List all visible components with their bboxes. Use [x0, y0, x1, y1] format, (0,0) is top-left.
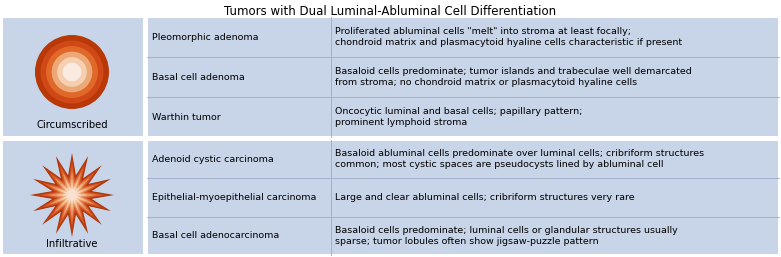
Circle shape [51, 51, 93, 93]
Circle shape [58, 58, 86, 86]
Circle shape [57, 57, 87, 87]
Polygon shape [30, 153, 114, 237]
Circle shape [59, 58, 86, 86]
Circle shape [45, 44, 100, 100]
Polygon shape [62, 185, 83, 206]
Circle shape [62, 62, 82, 82]
Circle shape [46, 46, 98, 98]
Text: Basaloid abluminal cells predominate over luminal cells; cribriform structures
c: Basaloid abluminal cells predominate ove… [335, 150, 704, 169]
Circle shape [56, 56, 88, 88]
Circle shape [41, 41, 103, 104]
Circle shape [36, 36, 109, 108]
Circle shape [68, 68, 76, 76]
Circle shape [52, 52, 91, 92]
Circle shape [54, 53, 91, 90]
Text: Adenoid cystic carcinoma: Adenoid cystic carcinoma [152, 155, 274, 164]
FancyBboxPatch shape [2, 140, 144, 255]
Circle shape [66, 67, 77, 78]
Circle shape [70, 70, 74, 74]
Text: Warthin tumor: Warthin tumor [152, 113, 221, 122]
Circle shape [41, 42, 102, 102]
Circle shape [54, 54, 90, 90]
Circle shape [61, 61, 83, 83]
Circle shape [39, 39, 105, 105]
Text: Large and clear abluminal cells; cribriform structures very rare: Large and clear abluminal cells; cribrif… [335, 193, 635, 202]
Circle shape [63, 63, 80, 81]
Circle shape [53, 53, 91, 91]
Text: Basaloid cells predominate; tumor islands and trabeculae well demarcated
from st: Basaloid cells predominate; tumor island… [335, 67, 692, 87]
Polygon shape [41, 163, 104, 226]
Circle shape [45, 45, 98, 98]
Circle shape [44, 44, 101, 100]
Circle shape [38, 38, 106, 106]
Circle shape [35, 35, 109, 109]
Circle shape [55, 55, 89, 89]
Circle shape [64, 64, 80, 80]
Text: Basal cell adenoma: Basal cell adenoma [152, 72, 244, 81]
Circle shape [52, 52, 92, 92]
Circle shape [67, 67, 77, 77]
Circle shape [42, 42, 102, 102]
Circle shape [69, 69, 75, 75]
Polygon shape [48, 171, 96, 219]
Circle shape [55, 55, 89, 89]
FancyBboxPatch shape [147, 17, 779, 137]
Text: Infiltrative: Infiltrative [46, 239, 98, 249]
Circle shape [48, 49, 95, 95]
Circle shape [37, 38, 106, 107]
Circle shape [70, 70, 74, 75]
Circle shape [59, 60, 84, 84]
Circle shape [60, 60, 84, 84]
Text: Basal cell adenocarcinoma: Basal cell adenocarcinoma [152, 231, 280, 240]
Circle shape [68, 68, 77, 76]
Circle shape [59, 59, 85, 85]
Circle shape [51, 50, 94, 94]
FancyBboxPatch shape [147, 140, 779, 255]
Text: Proliferated abluminal cells "melt" into stroma at least focally;
chondroid matr: Proliferated abluminal cells "melt" into… [335, 27, 682, 47]
Text: Pleomorphic adenoma: Pleomorphic adenoma [152, 32, 259, 41]
Circle shape [43, 43, 101, 101]
Circle shape [41, 41, 103, 103]
Text: Epithelial-myoepithelial carcinoma: Epithelial-myoepithelial carcinoma [152, 193, 316, 202]
FancyBboxPatch shape [2, 17, 144, 137]
Circle shape [62, 61, 83, 82]
Polygon shape [34, 157, 110, 233]
Text: Oncocytic luminal and basal cells; papillary pattern;
prominent lymphoid stroma: Oncocytic luminal and basal cells; papil… [335, 107, 583, 127]
Text: Basaloid cells predominate; luminal cells or glandular structures usually
sparse: Basaloid cells predominate; luminal cell… [335, 226, 678, 245]
Circle shape [65, 65, 80, 79]
Polygon shape [55, 178, 89, 212]
Circle shape [66, 65, 79, 79]
Text: Circumscribed: Circumscribed [36, 120, 108, 130]
Circle shape [37, 37, 107, 107]
Circle shape [36, 36, 108, 108]
Circle shape [45, 45, 99, 99]
Circle shape [40, 40, 104, 104]
Text: Tumors with Dual Luminal-Abluminal Cell Differentiation: Tumors with Dual Luminal-Abluminal Cell … [224, 5, 556, 18]
Circle shape [62, 63, 81, 81]
Circle shape [71, 71, 73, 73]
Circle shape [50, 50, 95, 94]
Circle shape [48, 48, 96, 96]
Circle shape [56, 57, 87, 87]
Circle shape [39, 39, 105, 105]
Circle shape [47, 47, 98, 97]
Circle shape [66, 66, 78, 78]
Circle shape [48, 47, 97, 97]
Circle shape [71, 71, 73, 73]
Circle shape [49, 49, 95, 95]
